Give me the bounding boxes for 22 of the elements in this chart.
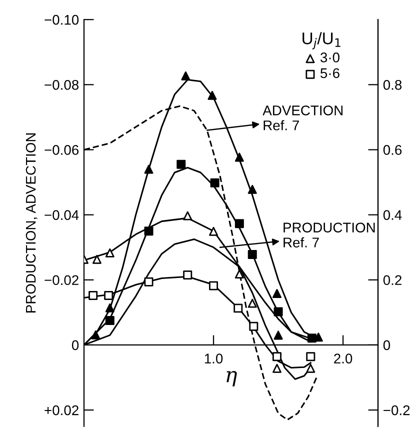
legend-label: 5·6 xyxy=(320,68,340,78)
x-tick-label: 1.0 xyxy=(204,354,223,364)
y-tick-label: +0.02 xyxy=(44,405,78,416)
legend-label: 3·0 xyxy=(320,52,340,62)
y2-tick-label: −0.2 xyxy=(384,405,410,416)
y2-tick-label: 0 xyxy=(383,340,390,350)
y-tick-label: −0.10 xyxy=(44,14,79,25)
x-axis-title: η xyxy=(226,370,237,386)
y2-tick-label: 0.2 xyxy=(383,275,402,286)
y2-tick-label: 0.8 xyxy=(383,80,402,90)
y-tick-label: −0.08 xyxy=(44,80,79,90)
legend-title: U$_{j}$/U$_{1}$ xyxy=(302,32,340,50)
y-tick-label: 0 xyxy=(72,340,79,350)
y2-tick-label: 0.4 xyxy=(383,210,402,220)
y-tick-label: −0.02 xyxy=(44,275,78,286)
x-tick-label: 2.0 xyxy=(334,354,352,364)
y-tick-label: −0.04 xyxy=(44,210,79,220)
y2-tick-label: 0.6 xyxy=(383,145,402,155)
y-tick-label: −0.06 xyxy=(44,145,79,155)
y-axis-title: PRODUCTION, ADVECTION xyxy=(26,133,38,312)
annotation: PRODUCTION Ref. 7 xyxy=(284,222,375,248)
annotation: ADVECTION Ref. 7 xyxy=(262,106,342,130)
